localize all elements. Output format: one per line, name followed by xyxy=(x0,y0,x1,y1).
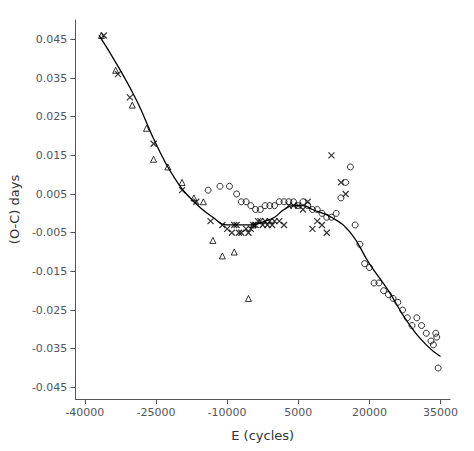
svg-text:-0.015: -0.015 xyxy=(32,265,67,278)
svg-text:-0.035: -0.035 xyxy=(32,342,67,355)
svg-text:-0.005: -0.005 xyxy=(32,226,67,239)
svg-text:35000: 35000 xyxy=(423,406,458,419)
svg-text:0.025: 0.025 xyxy=(36,110,68,123)
svg-text:20000: 20000 xyxy=(352,406,387,419)
svg-text:0.015: 0.015 xyxy=(36,149,68,162)
svg-text:-40000: -40000 xyxy=(65,406,104,419)
svg-text:5000: 5000 xyxy=(284,406,312,419)
svg-text:E (cycles): E (cycles) xyxy=(231,428,294,443)
svg-text:0.005: 0.005 xyxy=(36,188,68,201)
svg-text:-25000: -25000 xyxy=(136,406,175,419)
svg-text:(O-C) days: (O-C) days xyxy=(7,175,22,245)
svg-text:-0.045: -0.045 xyxy=(32,381,67,394)
svg-text:-0.025: -0.025 xyxy=(32,304,67,317)
svg-text:0.045: 0.045 xyxy=(36,33,68,46)
svg-text:0.035: 0.035 xyxy=(36,72,68,85)
svg-text:-10000: -10000 xyxy=(208,406,247,419)
